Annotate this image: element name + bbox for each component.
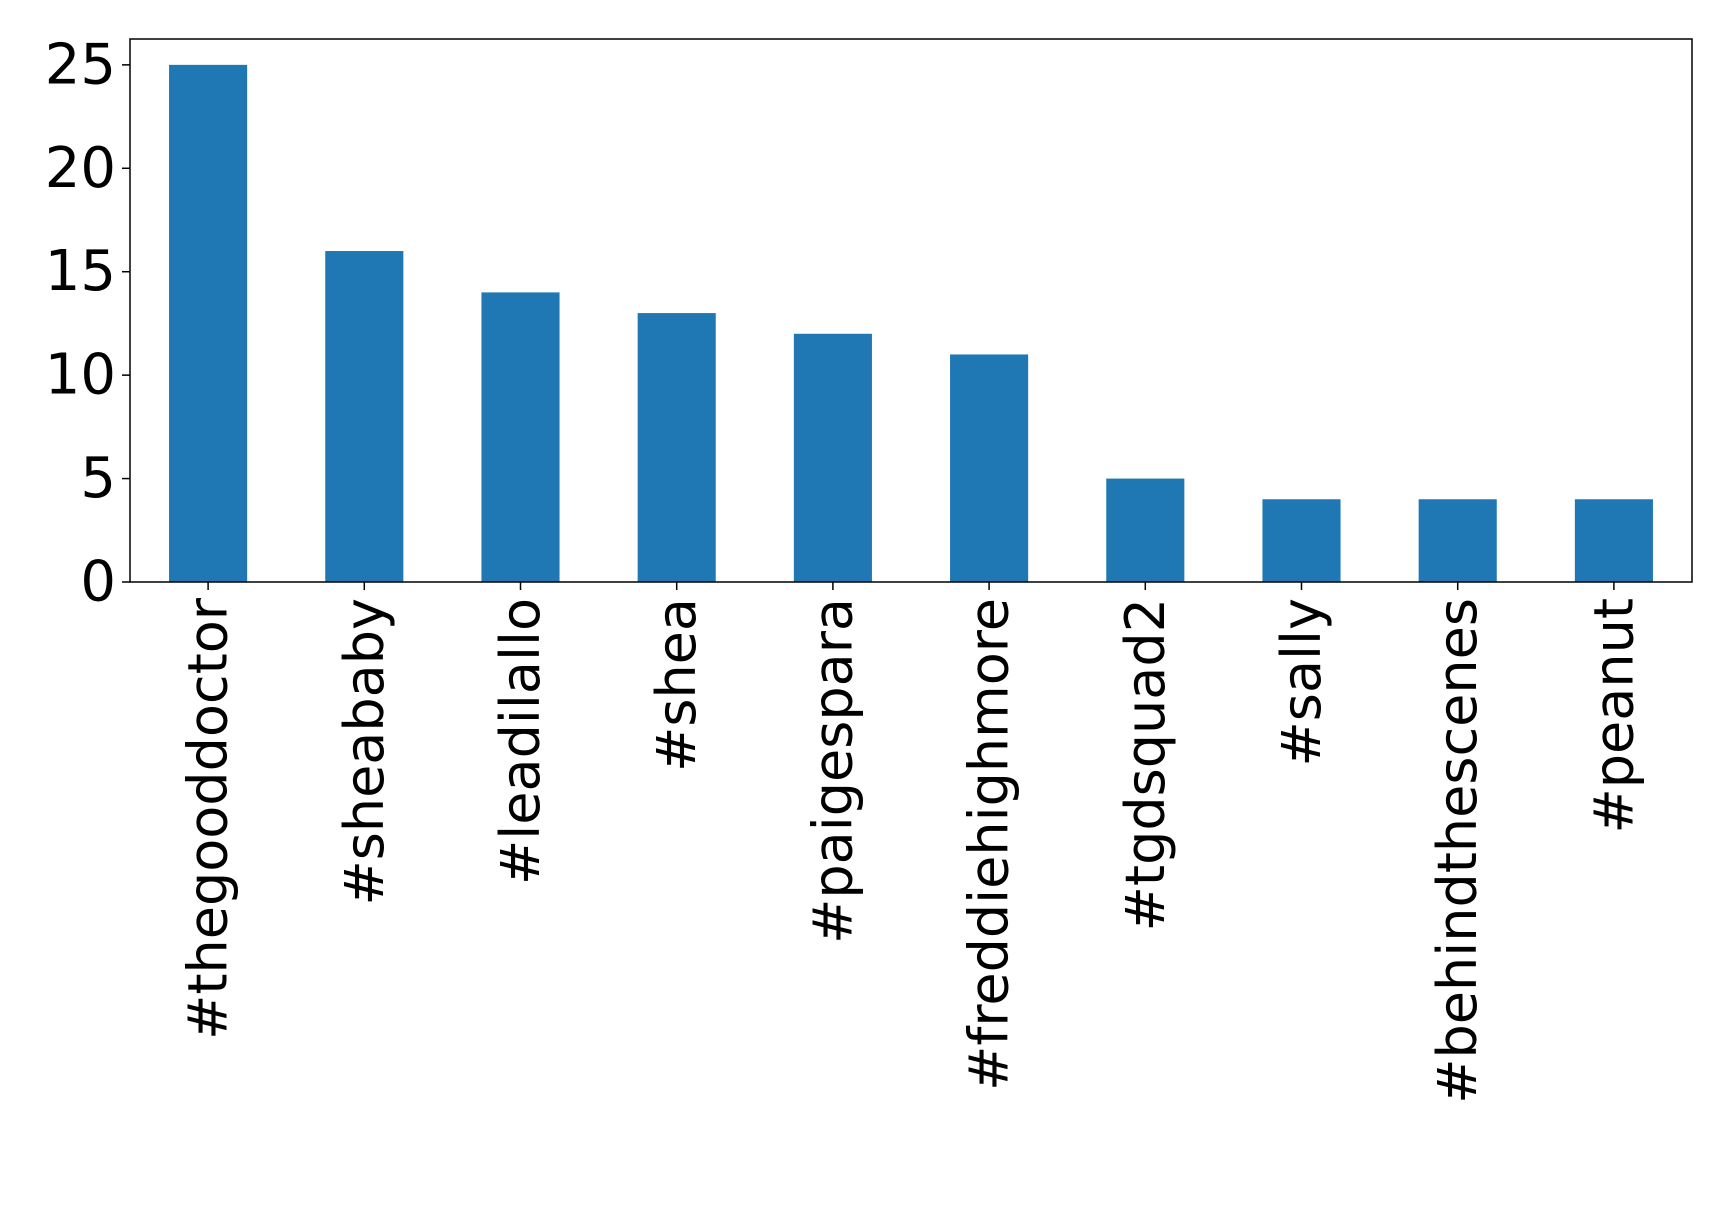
bar-leadilallo	[481, 292, 560, 582]
x-tick-label: #sheababy	[333, 598, 396, 906]
bar-freddiehighmore	[950, 354, 1029, 582]
x-tick-label: #behindthescenes	[1426, 598, 1489, 1104]
y-axis-ticks: 0 5 10 15 20 25	[45, 32, 130, 615]
x-tick-label: #thegooddoctor	[177, 597, 240, 1040]
bar-paigespara	[793, 333, 872, 582]
y-tick-label: 20	[45, 136, 116, 201]
y-tick-label: 10	[45, 343, 116, 408]
y-tick-label: 25	[45, 32, 116, 97]
y-tick-label: 15	[45, 239, 116, 304]
x-tick-label: #leadilallo	[489, 598, 552, 885]
x-axis-ticks: #thegooddoctor #sheababy #leadilallo #shea #…	[177, 582, 1645, 1104]
x-tick-label: #peanut	[1582, 598, 1645, 833]
bar-tgdsquad2	[1106, 478, 1185, 582]
y-tick-label: 5	[80, 446, 116, 511]
y-tick-label: 0	[80, 550, 116, 615]
bar-peanut	[1574, 499, 1653, 582]
x-tick-label: #freddiehighmore	[958, 598, 1021, 1091]
bar-thegooddoctor	[169, 64, 248, 583]
bar-sally	[1262, 499, 1341, 582]
plot-frame	[129, 38, 1693, 583]
x-tick-label: #paigespara	[801, 598, 864, 944]
bar-behindthescenes	[1418, 499, 1497, 582]
bar-shea	[637, 313, 716, 582]
bars-group	[169, 64, 1653, 583]
x-tick-label: #sally	[1270, 598, 1333, 766]
bar-sheababy	[325, 251, 404, 582]
x-tick-label: #shea	[645, 598, 708, 772]
x-tick-label: #tgdsquad2	[1114, 598, 1177, 931]
